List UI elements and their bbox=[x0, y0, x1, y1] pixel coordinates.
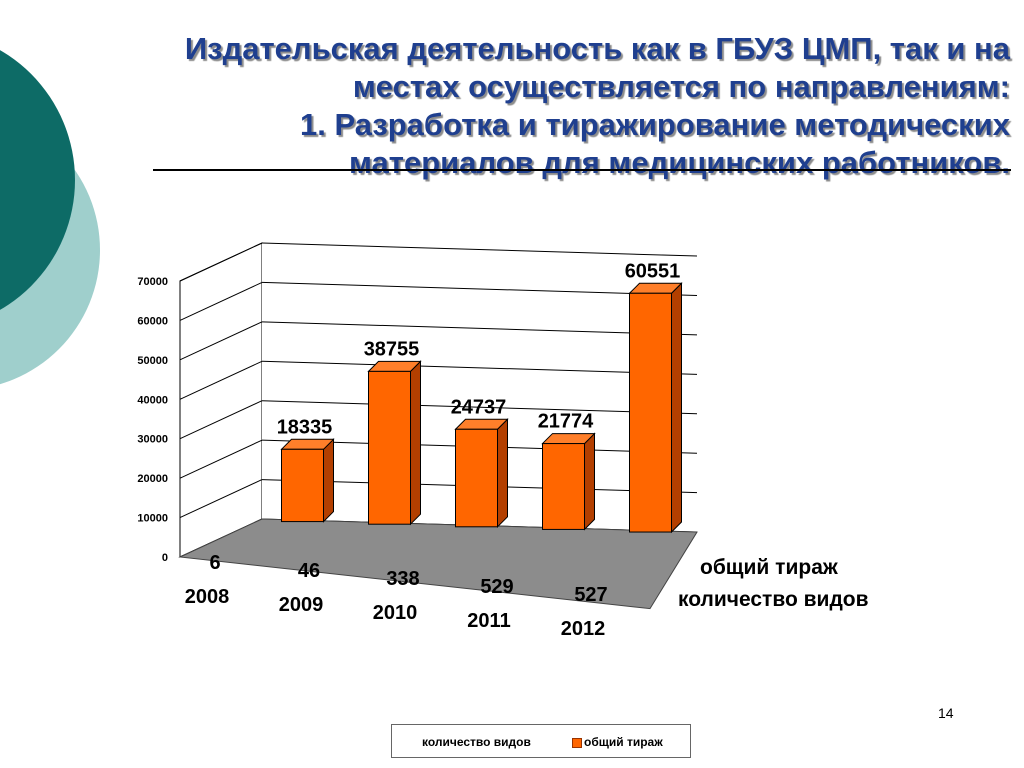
gridline-side bbox=[179, 479, 263, 519]
x-tick-label: 2009 bbox=[279, 594, 324, 616]
bar-obshchiy-tirazh bbox=[629, 292, 672, 533]
y-tick-label: 40000 bbox=[137, 394, 168, 406]
legend-item-kolichestvo: количество видов bbox=[422, 735, 531, 749]
bar-side bbox=[671, 282, 682, 534]
bar-side bbox=[497, 418, 508, 529]
title-line-1: Издательская деятельность как в ГБУЗ ЦМП… bbox=[184, 31, 1010, 66]
chart-legend: количество видов общий тираж bbox=[391, 724, 691, 758]
legend-label-kolichestvo: количество видов bbox=[422, 735, 531, 749]
data-label-kolichestvo-vidov: 6 bbox=[209, 552, 220, 574]
bar-top bbox=[541, 433, 596, 445]
data-label-obshchiy-tirazh: 60551 bbox=[625, 260, 681, 282]
bar-top bbox=[628, 282, 683, 294]
chart-floor bbox=[178, 518, 698, 610]
y-tick-label: 30000 bbox=[137, 434, 168, 446]
bar-top bbox=[280, 438, 335, 450]
x-tick-label: 2010 bbox=[373, 602, 418, 624]
y-tick-label: 0 bbox=[162, 552, 168, 564]
chart-side-wall bbox=[179, 242, 263, 558]
data-label-obshchiy-tirazh: 38755 bbox=[364, 338, 420, 360]
gridline-side bbox=[179, 321, 263, 361]
decor-circle-dark bbox=[0, 50, 75, 310]
bar-obshchiy-tirazh bbox=[281, 448, 324, 523]
slide-title: Издательская деятельность как в ГБУЗ ЦМП… bbox=[30, 30, 1010, 182]
bar-obshchiy-tirazh bbox=[542, 443, 585, 530]
legend-label-tirazh: общий тираж bbox=[584, 735, 663, 749]
x-tick-label: 2011 bbox=[467, 610, 510, 632]
gridline bbox=[261, 360, 698, 375]
gridline bbox=[261, 242, 698, 257]
gridline-side bbox=[179, 360, 263, 400]
data-label-kolichestvo-vidov: 527 bbox=[574, 584, 607, 606]
legend-item-tirazh: общий тираж bbox=[572, 735, 663, 749]
bar-side bbox=[410, 360, 421, 526]
title-underline bbox=[153, 169, 1011, 171]
gridline bbox=[261, 400, 698, 415]
gridline-side bbox=[179, 242, 263, 282]
legend-swatch-orange bbox=[572, 737, 582, 748]
data-label-kolichestvo-vidov: 338 bbox=[386, 568, 419, 590]
data-label-obshchiy-tirazh: 18335 bbox=[277, 416, 333, 438]
gridline-side bbox=[179, 400, 263, 440]
depth-label-kolichestvo-vidov: количество видов bbox=[678, 588, 869, 611]
gridline-side bbox=[179, 281, 263, 321]
bar-obshchiy-tirazh bbox=[455, 428, 498, 528]
x-tick-label: 2012 bbox=[561, 618, 606, 640]
bar-side bbox=[323, 438, 334, 523]
gridline bbox=[261, 321, 698, 336]
bar-side bbox=[584, 432, 595, 531]
title-line-3: 1. Разработка и тиражирование методическ… bbox=[299, 107, 1010, 142]
data-label-obshchiy-tirazh: 21774 bbox=[538, 411, 594, 433]
title-line-2: местах осуществляется по направлениям: bbox=[352, 69, 1010, 104]
data-label-kolichestvo-vidov: 529 bbox=[480, 576, 513, 598]
x-tick-label: 2008 bbox=[185, 586, 230, 608]
y-tick-label: 10000 bbox=[137, 513, 168, 525]
y-tick-label: 20000 bbox=[137, 473, 168, 485]
bar-obshchiy-tirazh bbox=[368, 370, 411, 525]
slide-number: 14 bbox=[938, 705, 954, 721]
bar-top bbox=[367, 360, 422, 372]
bar-top bbox=[454, 418, 509, 430]
depth-label-obshchiy-tirazh: общий тираж bbox=[700, 556, 839, 579]
y-tick-label: 70000 bbox=[137, 276, 168, 288]
title-line-4: материалов для медицинских работников. bbox=[349, 145, 1010, 180]
data-label-obshchiy-tirazh: 24737 bbox=[451, 396, 507, 418]
y-tick-label: 50000 bbox=[137, 355, 168, 367]
data-label-kolichestvo-vidov: 46 bbox=[298, 560, 320, 582]
y-tick-label: 60000 bbox=[137, 315, 168, 327]
gridline bbox=[261, 281, 698, 296]
gridline-side bbox=[179, 439, 263, 479]
